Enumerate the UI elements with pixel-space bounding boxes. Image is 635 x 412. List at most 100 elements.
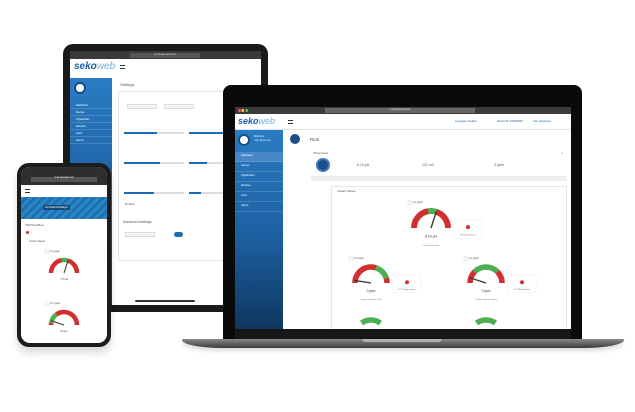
gauge-zone-ok [61,257,69,263]
on-graph-checkbox[interactable] [463,256,469,261]
avatar [74,82,86,94]
laptop-device: rv-01.sekoweb.com sekoweb Language: Engl… [223,85,582,340]
on-graph-checkbox[interactable] [44,249,50,254]
gauge-value: 0 ppm [482,289,491,293]
advanced-settings-title: Advanced settings [123,220,152,224]
laptop-chin [235,329,571,339]
gauge-zone-low [48,257,63,274]
instant-values-title[interactable]: Instant Values [337,189,356,193]
window-controls[interactable] [238,109,248,112]
app-header: sekoweb Language: English Device ID: 000… [235,114,571,130]
gauge-zone-ok [472,264,500,274]
gauge-needle [63,259,69,274]
language-selector[interactable]: Language: English [455,120,477,123]
sidebar-item-devices[interactable]: Devices [235,162,283,172]
gauge-zone-low [467,269,477,284]
menu-icon[interactable] [288,120,293,124]
phone-instant-values[interactable]: Instant Values [29,240,46,243]
phone-device: rv-01.sekoweb.com Kontrollenheltklappt K… [17,163,111,347]
gauge-zone-ok [374,265,389,280]
sidebar-item[interactable]: Devices [70,109,112,116]
toggle-switch[interactable] [174,232,183,237]
select-field[interactable] [164,104,194,109]
tablet-home-indicator [135,300,195,302]
select-field[interactable] [127,104,157,109]
range-slider[interactable] [189,162,249,164]
laptop-logo: sekoweb [238,116,275,126]
tablet-logo: sekoweb [74,61,115,72]
sidebar-item[interactable]: Alarms [70,137,112,144]
reading-ppm: 0 ppm [494,163,504,167]
sidebar-item-dashboard[interactable]: Dashboard [235,152,283,162]
phone-url[interactable]: rv-01.sekoweb.com [31,177,97,182]
photometer-icon [316,158,330,172]
gauge-zone-high [55,309,80,326]
page-title: Rioti [310,137,320,142]
on-graph-checkbox[interactable] [407,200,413,205]
gauge-zone-high [495,269,505,284]
on-graph-checkbox[interactable] [44,301,50,306]
device-icon [290,134,300,144]
tablet-url[interactable]: rv-01.sekoweb.com [130,52,200,58]
collapse-icon[interactable]: ^ [561,151,563,156]
range-slider[interactable] [124,192,184,194]
sidebar-item[interactable]: Windows [70,123,112,130]
range-slider[interactable] [124,162,184,164]
sidebar-item[interactable]: Users [70,130,112,137]
user-menu[interactable]: User (Engineer) [533,120,552,123]
on-graph-label: On graph [50,250,61,253]
on-graph-checkbox[interactable] [348,256,354,261]
laptop-base [182,339,624,348]
tablet-page-title: Settings [120,82,135,87]
logo-sub: web [258,116,276,126]
welcome-text: Welcome [254,135,264,138]
gauge-zone-low [411,208,430,229]
range-slider[interactable] [189,132,249,134]
gauge-zone-high [383,277,390,284]
gauge-caption: Current pH value [423,244,440,247]
gauge-value: 6.14 pH [425,234,437,238]
laptop-screen: rv-01.sekoweb.com sekoweb Language: Engl… [235,107,571,329]
logo-text: seko [74,61,97,72]
sidebar-item-windows[interactable]: Windows [235,182,283,192]
sidebar-item[interactable]: Dashboard [70,102,112,109]
sidebar-item-users[interactable]: Users [235,192,283,202]
relay-status-label: Cl 2 Relay Status [514,288,532,291]
range-slider[interactable] [189,192,249,194]
select-field[interactable] [125,232,155,237]
url-bar[interactable]: rv-01.sekoweb.com [325,108,475,113]
avatar [238,134,250,146]
gauge-caption: Current Chlorine Value [475,298,498,301]
relay-status-dot [405,280,409,285]
logo-sub: web [96,61,116,72]
gauge-zone-ok [427,208,438,215]
sidebar-item-organization[interactable]: Organization [235,172,283,182]
range-slider[interactable] [124,132,184,134]
default-label[interactable]: Default [125,202,135,206]
relay-status-dot [466,225,470,230]
banner-text: Kontrollenheltklappt [43,205,70,210]
browser-bar: rv-01.sekoweb.com [235,107,571,114]
reading-ph: 6.14 pH [357,163,370,167]
relay-status-label: pH Relay Status [460,234,477,237]
phone-screen: rv-01.sekoweb.com Kontrollenheltklappt K… [21,167,107,343]
gauge-needle [469,277,487,284]
menu-icon[interactable] [25,189,30,193]
on-graph-label: On graph [469,257,480,260]
device-id[interactable]: Device ID: 000000000 [497,120,523,123]
gauge-value: 0 ppm [60,329,67,333]
menu-icon[interactable] [120,65,125,69]
gauge-zone-ok [474,317,498,326]
phone-banner: Kontrollenheltklappt [21,197,107,219]
logo-text: seko [238,116,259,126]
on-graph-label: On graph [413,201,424,204]
gauge-needle [430,210,438,229]
phone-gauges: On graph 7.6 pH On graph 0 ppm [44,249,80,333]
status-toolbar [311,176,567,181]
tablet-nav: Dashboard Devices Organization Windows U… [70,102,112,144]
user-name: User (Engineer) [254,139,271,142]
sidebar-item[interactable]: Organization [70,116,112,123]
phone-status-bar: rv-01.sekoweb.com [21,167,107,185]
sidebar-item-alarms[interactable]: Alarms [235,202,283,212]
gauge-needle [354,279,372,284]
